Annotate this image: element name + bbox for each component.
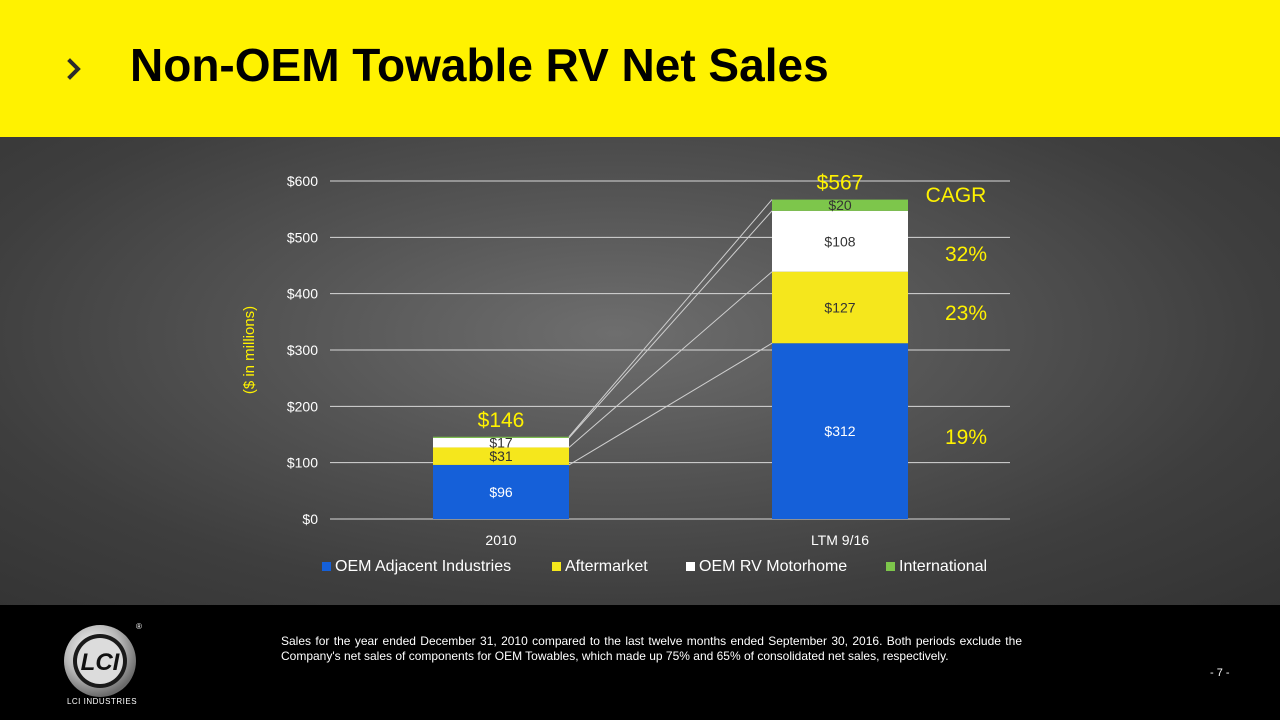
y-tick-label: $300 bbox=[287, 342, 318, 358]
company-logo-icon: LCI ® bbox=[64, 622, 142, 697]
data-label: $127 bbox=[824, 299, 855, 315]
legend-swatch bbox=[552, 562, 561, 571]
total-label: $146 bbox=[478, 409, 525, 432]
cagr-value: 19% bbox=[945, 426, 987, 449]
bar-segment bbox=[772, 210, 908, 272]
y-axis-label: ($ in millions) bbox=[241, 306, 258, 394]
connector-line bbox=[568, 271, 773, 448]
header-bar: Non-OEM Towable RV Net Sales bbox=[0, 0, 1280, 137]
legend-swatch bbox=[322, 562, 331, 571]
data-label: $108 bbox=[824, 233, 855, 249]
data-label: $17 bbox=[489, 435, 513, 451]
connector-line bbox=[568, 199, 773, 438]
legend-entry: OEM Adjacent Industries bbox=[335, 558, 511, 575]
x-tick-label: LTM 9/16 bbox=[811, 532, 869, 548]
cagr-header: CAGR bbox=[926, 184, 987, 207]
y-tick-label: $200 bbox=[287, 398, 318, 414]
page-number: - 7 - bbox=[1210, 667, 1230, 679]
page-title: Non-OEM Towable RV Net Sales bbox=[130, 39, 829, 91]
x-tick-label: 2010 bbox=[485, 532, 516, 548]
data-label: $20 bbox=[828, 197, 852, 213]
connector-line bbox=[568, 210, 773, 439]
footer: LCI ® LCI INDUSTRIES Sales for the year … bbox=[0, 605, 1280, 720]
bar-segment bbox=[433, 436, 569, 438]
legend-entry: OEM RV Motorhome bbox=[699, 558, 847, 575]
legend-entry: International bbox=[899, 558, 987, 575]
bar-segment bbox=[433, 464, 569, 519]
total-label: $567 bbox=[817, 172, 864, 195]
bar-segment bbox=[772, 199, 908, 211]
y-tick-label: $400 bbox=[287, 286, 318, 302]
cagr-value: 23% bbox=[945, 302, 987, 325]
svg-text:®: ® bbox=[136, 622, 142, 631]
legend-swatch bbox=[886, 562, 895, 571]
company-name: LCI INDUSTRIES bbox=[66, 697, 138, 706]
legend-swatch bbox=[686, 562, 695, 571]
connector-line bbox=[568, 342, 773, 466]
y-tick-label: $600 bbox=[287, 173, 318, 189]
stacked-bar-chart: $0 $100 $200 $300 $400 $500 $600 ($ in millions… bbox=[241, 172, 1010, 575]
data-label: $96 bbox=[489, 484, 513, 500]
bar-segment bbox=[772, 271, 908, 344]
bar-segment bbox=[772, 343, 908, 519]
footnote: Sales for the year ended December 31, 20… bbox=[281, 634, 1022, 663]
data-label: $312 bbox=[824, 423, 855, 439]
svg-text:LCI: LCI bbox=[81, 649, 121, 676]
bar-segment bbox=[433, 447, 569, 465]
cagr-value: 32% bbox=[945, 243, 987, 266]
chart-area: $0 $100 $200 $300 $400 $500 $600 ($ in millions… bbox=[0, 137, 1280, 605]
y-tick-label: $500 bbox=[287, 229, 318, 245]
bar-segment bbox=[433, 437, 569, 448]
data-label: $31 bbox=[489, 448, 513, 464]
y-tick-label: $100 bbox=[287, 455, 318, 471]
chevron-right-icon bbox=[67, 58, 81, 80]
legend-entry: Aftermarket bbox=[565, 558, 648, 575]
y-tick-label: $0 bbox=[302, 511, 318, 527]
